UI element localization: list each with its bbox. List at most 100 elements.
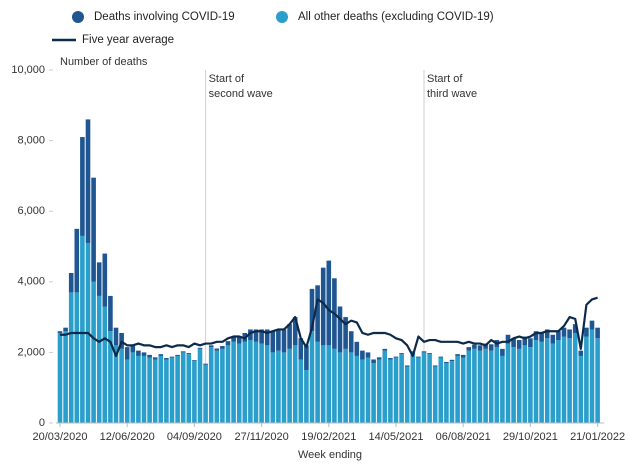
bar [248,329,253,341]
bar [253,341,259,423]
bar [382,348,388,351]
bar [595,327,600,339]
bar [152,357,158,360]
bar [152,359,158,423]
bar [197,348,203,423]
legend-swatch [276,11,288,23]
bar [136,355,141,423]
legend-swatch [72,11,84,23]
bar [584,336,589,423]
bar [220,348,225,423]
annotation-text: second wave [209,88,273,100]
bar [186,354,192,423]
bar [292,317,298,346]
bar [477,350,483,423]
bar [460,354,466,358]
bar [410,352,416,423]
bar [589,329,595,423]
bar [522,336,528,346]
bar [220,346,225,349]
bar [360,359,365,423]
bar [102,253,108,307]
bar [80,137,85,236]
bar [365,352,371,358]
bar [511,338,516,348]
bar [376,359,382,423]
bar [281,352,287,423]
bar [287,324,292,349]
bar [393,357,399,423]
bar [595,338,600,423]
bar [74,228,80,293]
bar [404,365,410,367]
bar [276,350,281,423]
bar [371,362,376,423]
bar [326,260,332,346]
bar [57,331,63,333]
bar [572,324,578,333]
bar [203,363,208,365]
bar [578,355,584,423]
bar [281,329,287,353]
bar [348,331,354,353]
bar [421,352,427,423]
bar [108,295,113,332]
bar [102,306,108,423]
bar [197,347,203,349]
bar [214,348,220,351]
bar [388,358,393,360]
bar [225,341,231,346]
bar [264,345,270,423]
bar [432,366,438,423]
bar [444,361,449,363]
bar [320,345,326,423]
bar [298,359,304,423]
bar [410,351,416,353]
bar [236,343,242,423]
bar [444,362,449,423]
bar [169,356,175,358]
bar [91,281,96,423]
bar [539,332,544,342]
bar [315,341,320,423]
bar [371,359,376,363]
x-tick-label: 04/09/2020 [167,431,222,443]
bar [141,355,147,423]
bar [365,357,371,423]
bar [544,338,550,423]
bar [108,331,113,423]
bar [63,331,68,423]
bar [96,262,102,296]
bar [488,350,494,423]
bar [304,370,309,423]
bar [270,331,276,353]
bar [438,357,444,423]
bar [264,329,270,346]
bar [533,331,539,341]
bar [360,350,365,360]
annotation-text: Start of [427,73,463,85]
bar [68,272,74,293]
bar [416,356,421,358]
bar [175,355,180,423]
bar [393,356,399,358]
y-tick-label: 0 [39,417,45,429]
bar [175,354,180,356]
bar [388,359,393,423]
line [60,296,598,358]
bar [158,354,164,356]
bar [343,348,348,423]
x-tick-label: 14/05/2021 [368,431,423,443]
bar [494,347,500,423]
bar [298,338,304,360]
bar [192,360,197,362]
bar [292,345,298,423]
bar [270,352,276,423]
bar [164,359,169,423]
bar [522,345,528,423]
bar [544,329,550,339]
x-axis-label: Week ending [298,449,362,461]
bar [158,355,164,423]
bar [147,357,152,423]
